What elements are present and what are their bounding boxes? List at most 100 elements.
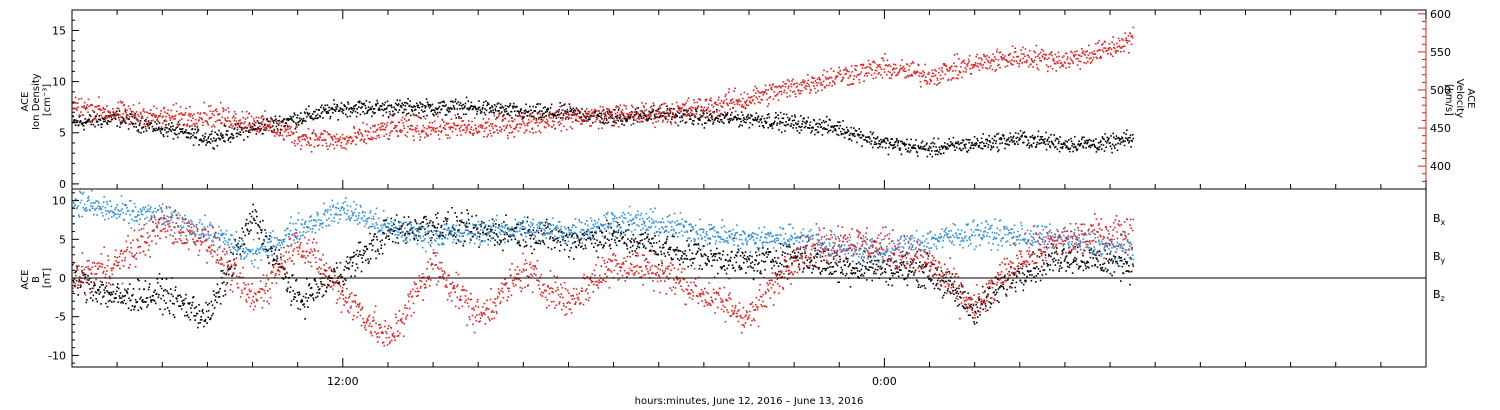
density-point-1273: [761, 115, 764, 118]
density-point-398: [287, 119, 290, 122]
density-point-786: [497, 102, 500, 104]
velocity-point-1010: [619, 113, 621, 116]
velocity-point-584: [388, 138, 390, 140]
density-point-1693: [988, 140, 991, 142]
bx-point-691: [446, 220, 448, 223]
velocity-point-234: [198, 116, 201, 119]
density-point-1685: [984, 145, 987, 147]
velocity-point-770: [489, 129, 491, 132]
velocity-point-656: [427, 134, 429, 137]
density-point-1923: [1113, 145, 1116, 147]
density-point-135: [145, 118, 147, 121]
density-point-158: [157, 128, 160, 130]
bx-point-85: [118, 287, 120, 290]
velocity-point-1443: [853, 75, 856, 77]
bx-point-715: [459, 220, 461, 222]
density-point-1484: [875, 142, 878, 145]
density-point-1436: [849, 132, 852, 135]
density-point-1176: [708, 114, 711, 116]
velocity-point-1652: [966, 65, 969, 67]
velocity-point-259: [212, 110, 214, 113]
density-point-1373: [815, 129, 818, 131]
density-point-870: [543, 112, 545, 115]
bx-point-596: [394, 241, 397, 244]
density-point-1743: [1016, 140, 1018, 143]
velocity-point-672: [436, 127, 438, 129]
density-point-1573: [923, 145, 926, 147]
velocity-point-1111: [673, 115, 676, 117]
density-axis-label-line-2: Ion Density: [31, 73, 42, 130]
velocity-point-1218: [731, 98, 734, 100]
velocity-point-653: [425, 133, 428, 136]
velocity-point-1121: [679, 106, 681, 109]
velocity-point-1098: [666, 121, 669, 123]
velocity-point-1067: [649, 106, 652, 109]
density-point-1024: [626, 118, 629, 121]
density-point-600: [397, 104, 399, 107]
bx-point-838: [525, 244, 528, 247]
velocity-point-571: [381, 128, 383, 131]
density-point-1958: [1132, 137, 1135, 140]
bx-point-526: [356, 267, 359, 269]
velocity-point-783: [496, 129, 498, 131]
velocity-point-1504: [886, 59, 889, 62]
velocity-point-1124: [680, 108, 683, 110]
bx-point-522: [354, 269, 357, 272]
density-point-837: [525, 103, 527, 106]
bx-point-824: [518, 241, 520, 244]
velocity-point-1500: [884, 53, 886, 55]
velocity-point-725: [464, 131, 467, 134]
bx-point-672: [436, 217, 438, 219]
velocity-point-25: [85, 106, 88, 108]
velocity-point-1917: [1110, 53, 1112, 56]
density-point-1133: [685, 121, 688, 123]
density-point-750: [478, 100, 480, 102]
bx-point-408: [293, 298, 295, 301]
velocity-point-496: [340, 141, 343, 144]
density-point-1074: [653, 114, 656, 116]
bx-point-521: [354, 275, 356, 277]
bx-point-939: [580, 237, 583, 240]
velocity-point-654: [426, 127, 428, 130]
bx-point-347: [259, 228, 262, 231]
density-point-1551: [912, 146, 914, 148]
bx-point-340: [256, 215, 258, 218]
velocity-point-1922: [1113, 46, 1115, 49]
density-point-1173: [707, 119, 709, 122]
density-point-1569: [921, 140, 924, 143]
density-point-1249: [748, 126, 751, 129]
velocity-point-1369: [813, 77, 816, 79]
density-point-249: [206, 141, 209, 143]
density-point-1608: [942, 152, 945, 154]
velocity-point-327: [249, 123, 251, 126]
density-point-832: [522, 117, 525, 119]
velocity-point-782: [495, 125, 498, 127]
bx-point-598: [395, 214, 398, 216]
velocity-point-1317: [785, 82, 787, 85]
velocity-point-836: [524, 110, 527, 113]
velocity-point-145: [150, 120, 153, 122]
velocity-point-291: [229, 120, 232, 123]
velocity-point-962: [593, 110, 595, 113]
density-point-511: [348, 107, 351, 110]
bx-point-934: [577, 244, 580, 247]
density-point-1933: [1118, 139, 1121, 142]
velocity-point-808: [509, 115, 512, 117]
bx-point-282: [224, 293, 227, 296]
density-point-977: [601, 118, 603, 120]
velocity-point-1347: [801, 89, 804, 92]
density-point-1898: [1100, 140, 1102, 142]
velocity-point-1083: [658, 111, 661, 113]
density-point-1371: [814, 129, 817, 131]
density-point-1171: [706, 112, 708, 114]
density-point-1141: [690, 118, 692, 120]
velocity-point-1707: [996, 48, 999, 51]
density-point-355: [264, 124, 266, 127]
density-point-1605: [941, 146, 943, 148]
velocity-point-498: [341, 133, 344, 136]
bx-point-505: [345, 260, 348, 263]
velocity-point-1409: [835, 76, 837, 78]
bx-point-643: [420, 228, 422, 231]
velocity-point-679: [439, 124, 442, 127]
